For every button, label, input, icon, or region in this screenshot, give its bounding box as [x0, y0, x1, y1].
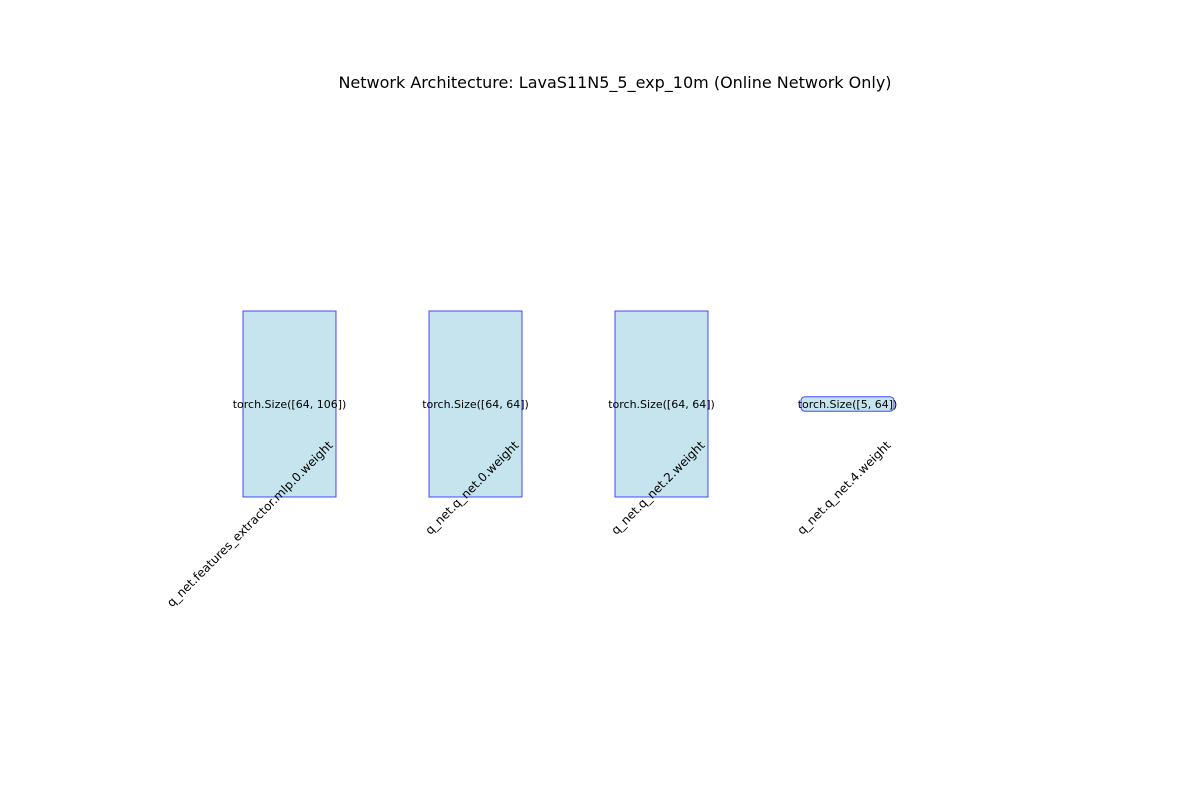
layer-box: [242, 310, 337, 498]
layer-block: torch.Size([64, 64])q_net.q_net.2.weight: [608, 310, 715, 537]
layer-block: torch.Size([5, 64]) q_net.q_net.4.weight: [795, 396, 898, 537]
layer-size-label: torch.Size([64, 64]): [422, 398, 529, 411]
layer-name-label: q_net.q_net.4.weight: [795, 438, 894, 537]
layer-block: torch.Size([64, 106])q_net.features_extr…: [164, 310, 347, 610]
diagram-title: Network Architecture: LavaS11N5_5_exp_10…: [338, 73, 891, 93]
layer-size-label: torch.Size([5, 64]): [798, 398, 898, 411]
layer-block: torch.Size([64, 64])q_net.q_net.0.weight: [422, 310, 529, 537]
layer-size-label: torch.Size([64, 106]): [233, 398, 347, 411]
layer-size-label: torch.Size([64, 64]): [608, 398, 715, 411]
layer-box: [614, 310, 709, 498]
layer-box: [428, 310, 523, 498]
layer-box: [800, 396, 895, 412]
layers-group: torch.Size([64, 106])q_net.features_extr…: [164, 310, 898, 610]
